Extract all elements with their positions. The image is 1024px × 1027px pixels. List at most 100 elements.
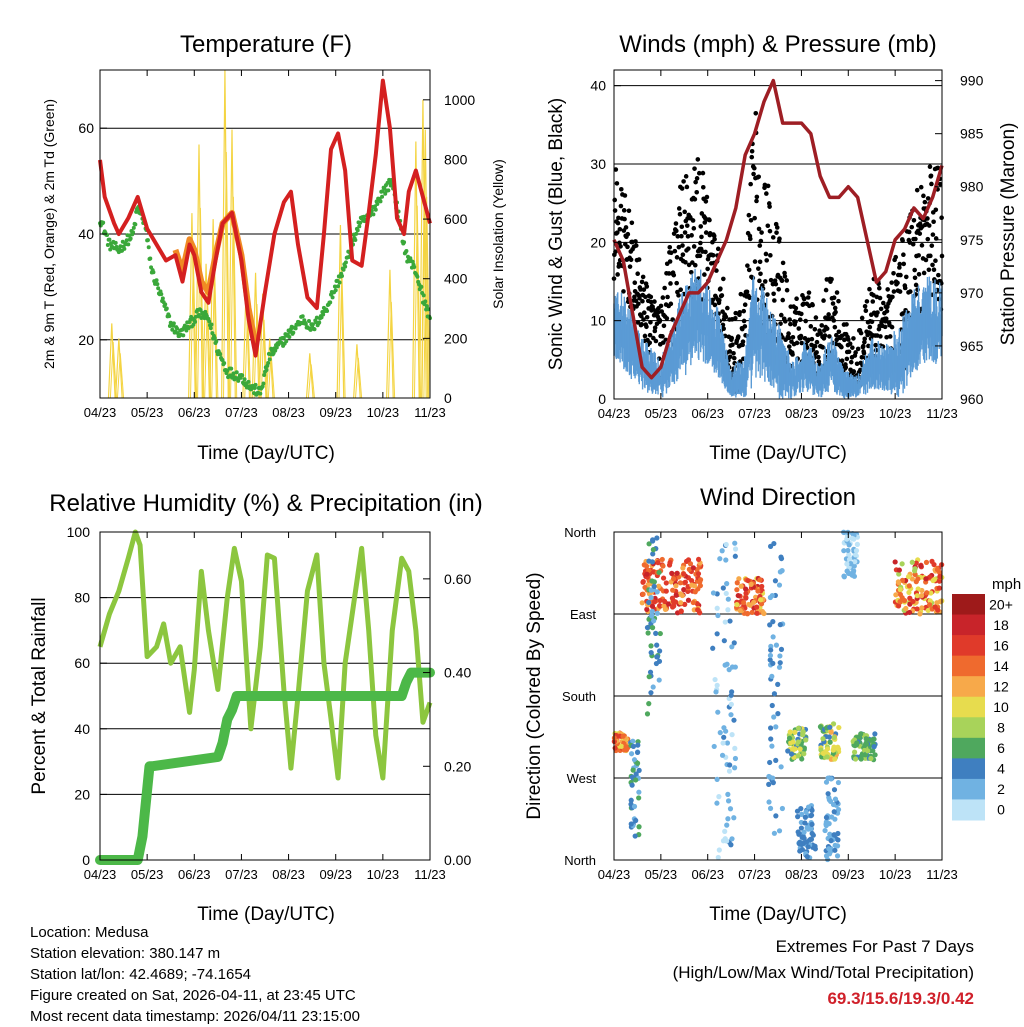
direction-point: [659, 556, 665, 563]
gust-point: [668, 281, 673, 286]
direction-point: [636, 767, 642, 773]
gust-point: [683, 174, 689, 179]
dewpoint-point: [357, 224, 362, 229]
y2-tick-label: 975: [960, 232, 984, 248]
gust-point: [913, 236, 918, 242]
dewpoint-point: [328, 300, 333, 305]
gust-point: [643, 294, 648, 300]
gust-point: [615, 272, 620, 277]
direction-point: [695, 556, 702, 563]
direction-point: [715, 612, 721, 619]
direction-point: [773, 724, 779, 730]
direction-point: [871, 744, 877, 750]
direction-point: [928, 590, 934, 596]
gust-point: [691, 226, 697, 231]
gust-point: [661, 323, 667, 329]
gust-point: [844, 356, 850, 362]
direction-point: [712, 676, 718, 683]
gust-point: [780, 297, 786, 303]
gust-point: [808, 324, 814, 329]
dewpoint-point: [218, 352, 223, 357]
direction-point: [769, 673, 775, 679]
gust-point: [692, 166, 697, 171]
direction-point: [695, 571, 702, 577]
x-tick-label: 07/23: [738, 867, 771, 882]
solar-spike: [230, 196, 238, 399]
direction-point: [808, 836, 815, 842]
y2-tick-label: 200: [444, 330, 468, 346]
gust-point: [636, 257, 642, 262]
colorbar-label: 14: [993, 658, 1009, 674]
direction-point: [727, 806, 734, 812]
dewpoint-point: [412, 264, 417, 269]
gust-point: [799, 340, 804, 346]
gust-point: [684, 223, 690, 228]
dewpoint-point: [151, 270, 156, 275]
direction-point: [745, 577, 751, 584]
direction-point: [761, 610, 767, 617]
gust-point: [672, 248, 678, 254]
gust-point: [846, 349, 852, 355]
direction-point: [633, 777, 639, 783]
gust-point: [748, 217, 754, 223]
direction-point: [844, 568, 850, 574]
gust-point: [741, 318, 747, 324]
gust-point: [895, 280, 900, 286]
direction-point: [776, 664, 783, 670]
gust-point: [877, 285, 882, 291]
direction-point: [802, 820, 808, 826]
temperature-axes: 04/23 05/23 06/23 07/23 08/23 09/23 10/23 11/23…: [78, 70, 475, 420]
direction-point: [719, 752, 726, 758]
gust-point: [901, 261, 907, 267]
y-tick-label: 20: [78, 332, 94, 348]
gust-point: [914, 187, 920, 193]
gust-point: [696, 170, 702, 176]
direction-point: [892, 559, 898, 565]
solar-spike: [386, 269, 394, 399]
gust-point: [710, 253, 716, 258]
gust-point: [644, 284, 650, 289]
direction-point: [804, 854, 810, 860]
gust-point: [900, 311, 906, 316]
direction-point: [732, 553, 738, 559]
direction-point: [798, 806, 804, 812]
dewpoint-point: [133, 222, 138, 227]
direction-point: [788, 751, 795, 757]
direction-point: [896, 571, 902, 577]
direction-point: [767, 652, 774, 659]
winds-xlabel: Time (Day/UTC): [709, 443, 847, 464]
y2-tick-label: 970: [960, 285, 984, 301]
gust-point: [674, 228, 679, 234]
dewpoint-point: [287, 334, 292, 339]
pressure-line: [612, 78, 944, 380]
x-tick-label: 06/23: [691, 406, 724, 421]
direction-point: [714, 800, 720, 806]
x-tick-label: 08/23: [272, 405, 305, 420]
gust-point: [931, 219, 936, 225]
direction-point: [795, 829, 801, 835]
gust-point: [712, 236, 717, 242]
gust-point: [740, 339, 746, 344]
direction-point: [934, 567, 941, 573]
dewpoint-point: [415, 274, 420, 279]
gust-point: [650, 307, 656, 312]
humidity-xlabel: Time (Day/UTC): [197, 904, 335, 925]
direction-point: [766, 781, 772, 787]
direction-point: [769, 743, 775, 749]
x-tick-label: 11/23: [414, 405, 446, 420]
direction-point: [911, 568, 918, 574]
gust-point: [665, 294, 670, 300]
x-tick-label: 09/23: [832, 406, 865, 421]
temperature-plot-area: [98, 69, 432, 399]
direction-point: [872, 731, 878, 737]
direction-point: [654, 535, 660, 541]
direction-point: [787, 729, 793, 735]
y2-tick-label: 600: [444, 211, 468, 227]
gust-point: [867, 324, 873, 330]
direction-point: [649, 625, 656, 631]
direction-point: [660, 575, 667, 581]
y2-tick-label: 965: [960, 338, 984, 354]
dewpoint-point: [159, 292, 164, 297]
direction-point: [851, 749, 858, 755]
dewpoint-point: [163, 302, 168, 307]
